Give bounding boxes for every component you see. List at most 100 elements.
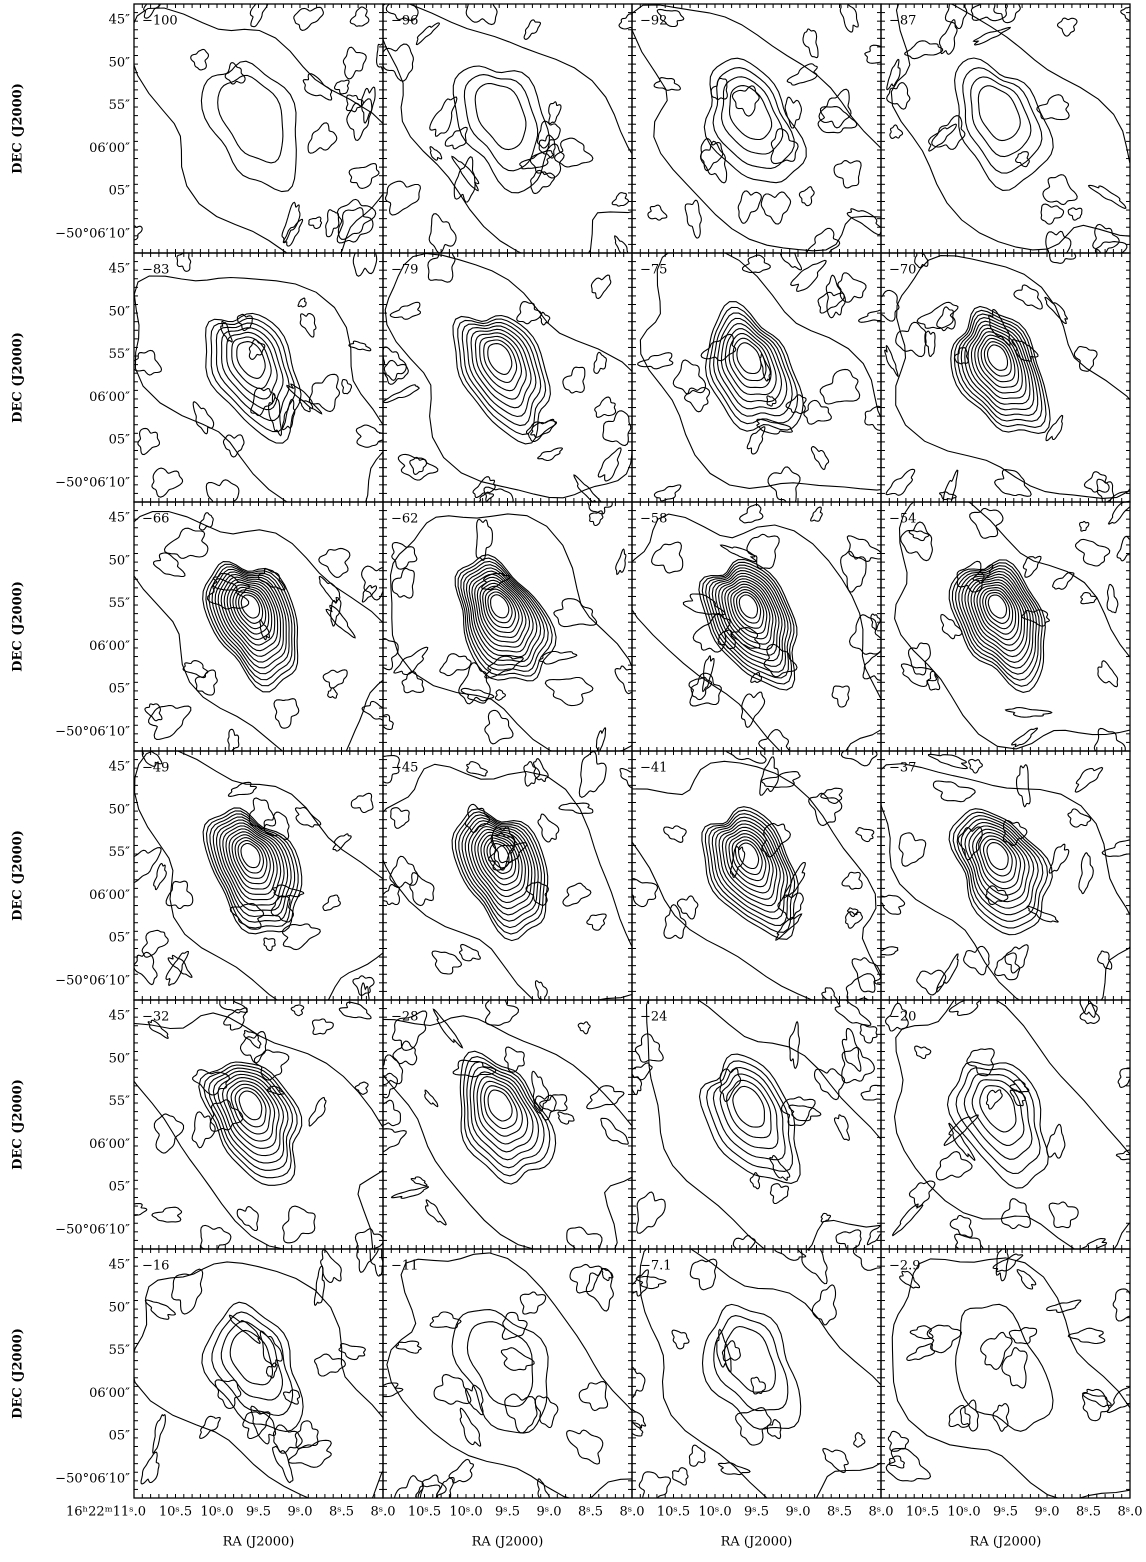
panel-frame [631,999,882,1250]
contour [653,484,682,502]
contour [653,77,681,91]
contour [961,570,1034,669]
contour [313,1353,346,1377]
contour [638,1471,671,1498]
contour [537,813,560,843]
contour [500,1347,535,1371]
contour [137,427,160,456]
contour [719,544,758,563]
contour [427,253,456,283]
contour [202,807,303,935]
contour [985,1089,1003,1110]
contour [352,975,375,996]
panel-frame [631,750,882,1001]
contour [151,1206,183,1223]
contour [1013,284,1043,310]
contour [424,1089,439,1108]
contour [429,1311,462,1329]
contour [886,58,901,91]
contour [529,143,565,179]
y-tick-label: 55″ [109,1343,131,1358]
contour [460,687,495,704]
contour [884,1002,909,1032]
y-axis-label: DEC (J2000) [11,1328,26,1419]
contour [205,479,240,502]
contour [957,826,983,861]
contour [717,1462,751,1476]
contour [395,1340,422,1354]
y-tick-label: −50°06′10″ [55,1223,130,1238]
x-tick-label: 10ˢ.0 [200,1505,233,1520]
contour [297,297,307,308]
contour [548,101,562,125]
contour [226,331,278,400]
panel: −37 [880,750,1131,1001]
contour [228,1314,261,1345]
contour [1048,1201,1079,1229]
contour [234,1087,267,1128]
y-tick-label: 50″ [109,553,131,568]
contour [1116,535,1130,562]
contour [1045,414,1064,442]
contour [478,491,495,502]
contour [841,1028,862,1073]
contour [979,835,1017,883]
y-tick-label: 06′00″ [89,141,130,156]
contour [1079,1002,1100,1025]
contour [1067,207,1083,221]
contour [737,190,762,224]
contour [1115,1149,1130,1161]
contour [336,207,374,244]
contour [632,1408,647,1429]
contour [632,1422,644,1437]
panel: −54 [880,501,1131,752]
y-tick-label: 45″ [109,1009,131,1024]
contour [966,1048,995,1077]
contour [1056,17,1078,37]
contours [636,253,881,502]
contour [1045,230,1072,253]
contours [632,1249,881,1498]
contour [383,714,394,731]
contour [263,937,276,952]
contour [881,763,1130,1000]
contour [938,18,958,55]
contour [214,571,287,669]
contour [651,541,684,574]
contour [983,341,1012,377]
contour [954,347,969,365]
contour [820,787,843,804]
contour [977,85,1021,142]
contour [900,663,938,688]
contour [208,1067,294,1171]
contour [484,1000,520,1026]
contour [444,126,468,150]
contour [523,19,542,40]
contour [839,4,859,33]
contour [586,913,607,931]
contour [825,274,846,319]
contour [932,780,976,803]
contour [409,872,435,907]
y-tick-label: 55″ [109,845,131,860]
contour [460,560,549,672]
contour [590,274,612,300]
contour [259,1330,283,1368]
contour [248,797,277,830]
contour [473,1071,534,1153]
velocity-label: −24 [640,1010,667,1025]
contour [775,913,803,941]
contour [1094,241,1128,253]
contour [936,953,959,993]
contour [948,1122,976,1161]
contour [477,831,523,892]
contour [226,1080,276,1142]
panel: −87 [880,3,1131,254]
contour [206,578,250,610]
contour [973,581,1023,646]
contour [1015,151,1030,168]
contour [716,1328,732,1373]
velocity-label: −28 [391,1010,418,1025]
contour [1015,764,1031,808]
contour [971,1079,1025,1146]
